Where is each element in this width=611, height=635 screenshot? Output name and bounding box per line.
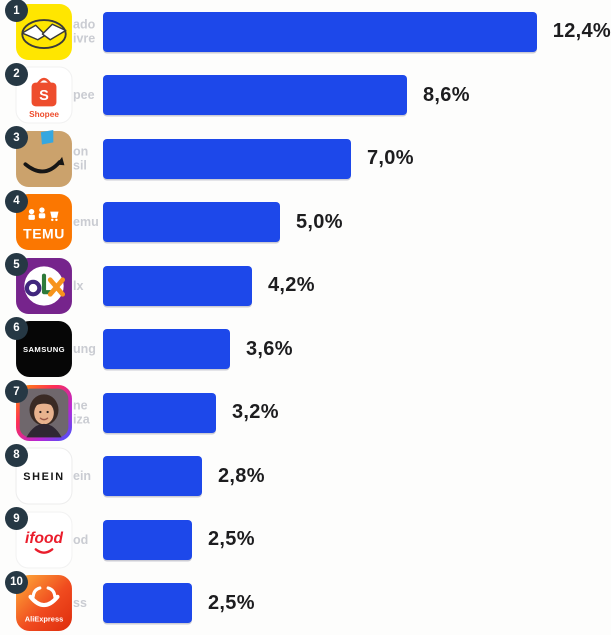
svg-text:S: S xyxy=(39,88,49,104)
rank-badge: 7 xyxy=(5,380,28,403)
value-label: 5,0% xyxy=(296,210,343,233)
rank-badge: 8 xyxy=(5,443,28,467)
rank-badge: 10 xyxy=(5,570,28,594)
rank-badge: 2 xyxy=(5,62,28,86)
value-label: 2,5% xyxy=(208,591,255,614)
temu-app-icon: TEMU xyxy=(15,193,73,251)
bar xyxy=(103,583,192,624)
ghost-label: ado ivre xyxy=(73,17,96,46)
ghost-label: lx xyxy=(73,278,84,293)
value-label: 3,6% xyxy=(246,337,293,360)
mercado-livre-app-icon xyxy=(15,3,73,61)
chart-row: S Shopee 2 pee 8,6% xyxy=(0,62,611,128)
bar xyxy=(103,265,252,306)
ghost-label: ung xyxy=(73,342,96,357)
bar xyxy=(103,456,202,497)
ghost-label: on sil xyxy=(73,144,89,173)
chart-row: ifood 9 od 2,5% xyxy=(0,507,611,572)
olx-app-icon xyxy=(15,257,73,315)
ghost-label: ein xyxy=(73,469,92,484)
ghost-label: ne iza xyxy=(73,398,90,427)
value-label: 8,6% xyxy=(423,83,470,106)
chart-row: SHEIN 8 ein 2,8% xyxy=(0,443,611,509)
chart-row: 5 lx 4,2% xyxy=(0,253,611,318)
rank-badge: 6 xyxy=(5,316,28,340)
chart-row: TEMU 4 emu 5,0% xyxy=(0,189,611,255)
value-label: 2,5% xyxy=(208,528,255,551)
magalu-app-icon xyxy=(15,384,73,442)
svg-text:SHEIN: SHEIN xyxy=(23,471,64,483)
svg-text:SAMSUNG: SAMSUNG xyxy=(23,345,65,354)
bar xyxy=(103,138,351,179)
rank-badge: 1 xyxy=(5,0,28,22)
bar xyxy=(103,519,192,560)
rank-badge: 5 xyxy=(5,253,28,276)
shopee-app-icon: S Shopee xyxy=(15,66,73,124)
ghost-label: od xyxy=(73,532,89,547)
svg-text:Shopee: Shopee xyxy=(29,110,59,119)
value-label: 2,8% xyxy=(218,464,265,487)
rank-badge: 4 xyxy=(5,189,28,213)
chart-row: 7 ne iza 3,2% xyxy=(0,380,611,445)
chart-row: AliExpress 10 ss 2,5% xyxy=(0,570,611,635)
svg-text:AliExpress: AliExpress xyxy=(25,615,63,624)
svg-text:TEMU: TEMU xyxy=(23,226,65,242)
amazon-app-icon xyxy=(15,129,73,188)
value-label: 4,2% xyxy=(268,274,315,297)
value-label: 7,0% xyxy=(367,147,414,170)
ghost-label: emu xyxy=(73,215,99,230)
value-label: 12,4% xyxy=(552,20,611,43)
ifood-app-icon: ifood xyxy=(15,511,73,569)
bar xyxy=(103,202,280,243)
chart-row: 1 ado ivre 12,4% xyxy=(0,0,611,64)
rank-badge: 3 xyxy=(5,126,28,149)
chart-row: 3 on sil 7,0% xyxy=(0,126,611,191)
aliexpress-app-icon: AliExpress xyxy=(15,574,73,632)
samsung-app-icon: SAMSUNG xyxy=(15,320,73,378)
bar xyxy=(103,75,407,116)
rank-badge: 9 xyxy=(5,507,28,530)
bar xyxy=(103,392,216,433)
ghost-label: ss xyxy=(73,596,87,611)
ghost-label: pee xyxy=(73,88,95,103)
value-label: 3,2% xyxy=(232,401,279,424)
shein-app-icon: SHEIN xyxy=(15,447,73,505)
chart-row: SAMSUNG 6 ung 3,6% xyxy=(0,316,611,382)
svg-text:ifood: ifood xyxy=(25,530,63,547)
bar xyxy=(103,11,537,52)
bar xyxy=(103,329,230,370)
